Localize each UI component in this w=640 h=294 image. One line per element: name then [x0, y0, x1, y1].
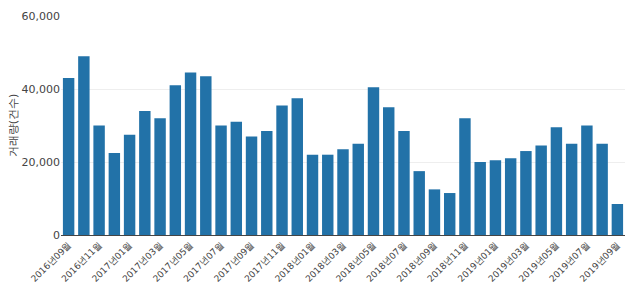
svg-text:2019년05월: 2019년05월 [517, 240, 561, 284]
svg-text:2017년11월: 2017년11월 [243, 240, 287, 284]
svg-text:2018년09월: 2018년09월 [395, 240, 439, 284]
svg-text:60,000: 60,000 [22, 10, 61, 23]
svg-text:2018년11월: 2018년11월 [425, 240, 469, 284]
svg-text:2018년03월: 2018년03월 [304, 240, 348, 284]
svg-text:2017년03월: 2017년03월 [121, 240, 165, 284]
svg-text:2018년01월: 2018년01월 [273, 240, 317, 284]
svg-text:2019년03월: 2019년03월 [486, 240, 530, 284]
svg-text:2019년09월: 2019년09월 [578, 240, 622, 284]
svg-text:2016년11월: 2016년11월 [60, 240, 104, 284]
svg-text:2019년07월: 2019년07월 [547, 240, 591, 284]
svg-text:거래량(건수): 거래량(건수) [7, 94, 20, 158]
svg-text:0: 0 [53, 229, 60, 242]
svg-text:2019년01월: 2019년01월 [456, 240, 500, 284]
svg-text:20,000: 20,000 [22, 156, 61, 169]
svg-text:40,000: 40,000 [22, 83, 61, 96]
svg-text:2017년07월: 2017년07월 [182, 240, 226, 284]
svg-text:2016년09월: 2016년09월 [29, 240, 73, 284]
svg-text:2017년05월: 2017년05월 [151, 240, 195, 284]
svg-text:2018년07월: 2018년07월 [364, 240, 408, 284]
svg-text:2018년05월: 2018년05월 [334, 240, 378, 284]
svg-text:2017년01월: 2017년01월 [90, 240, 134, 284]
svg-text:2017년09월: 2017년09월 [212, 240, 256, 284]
